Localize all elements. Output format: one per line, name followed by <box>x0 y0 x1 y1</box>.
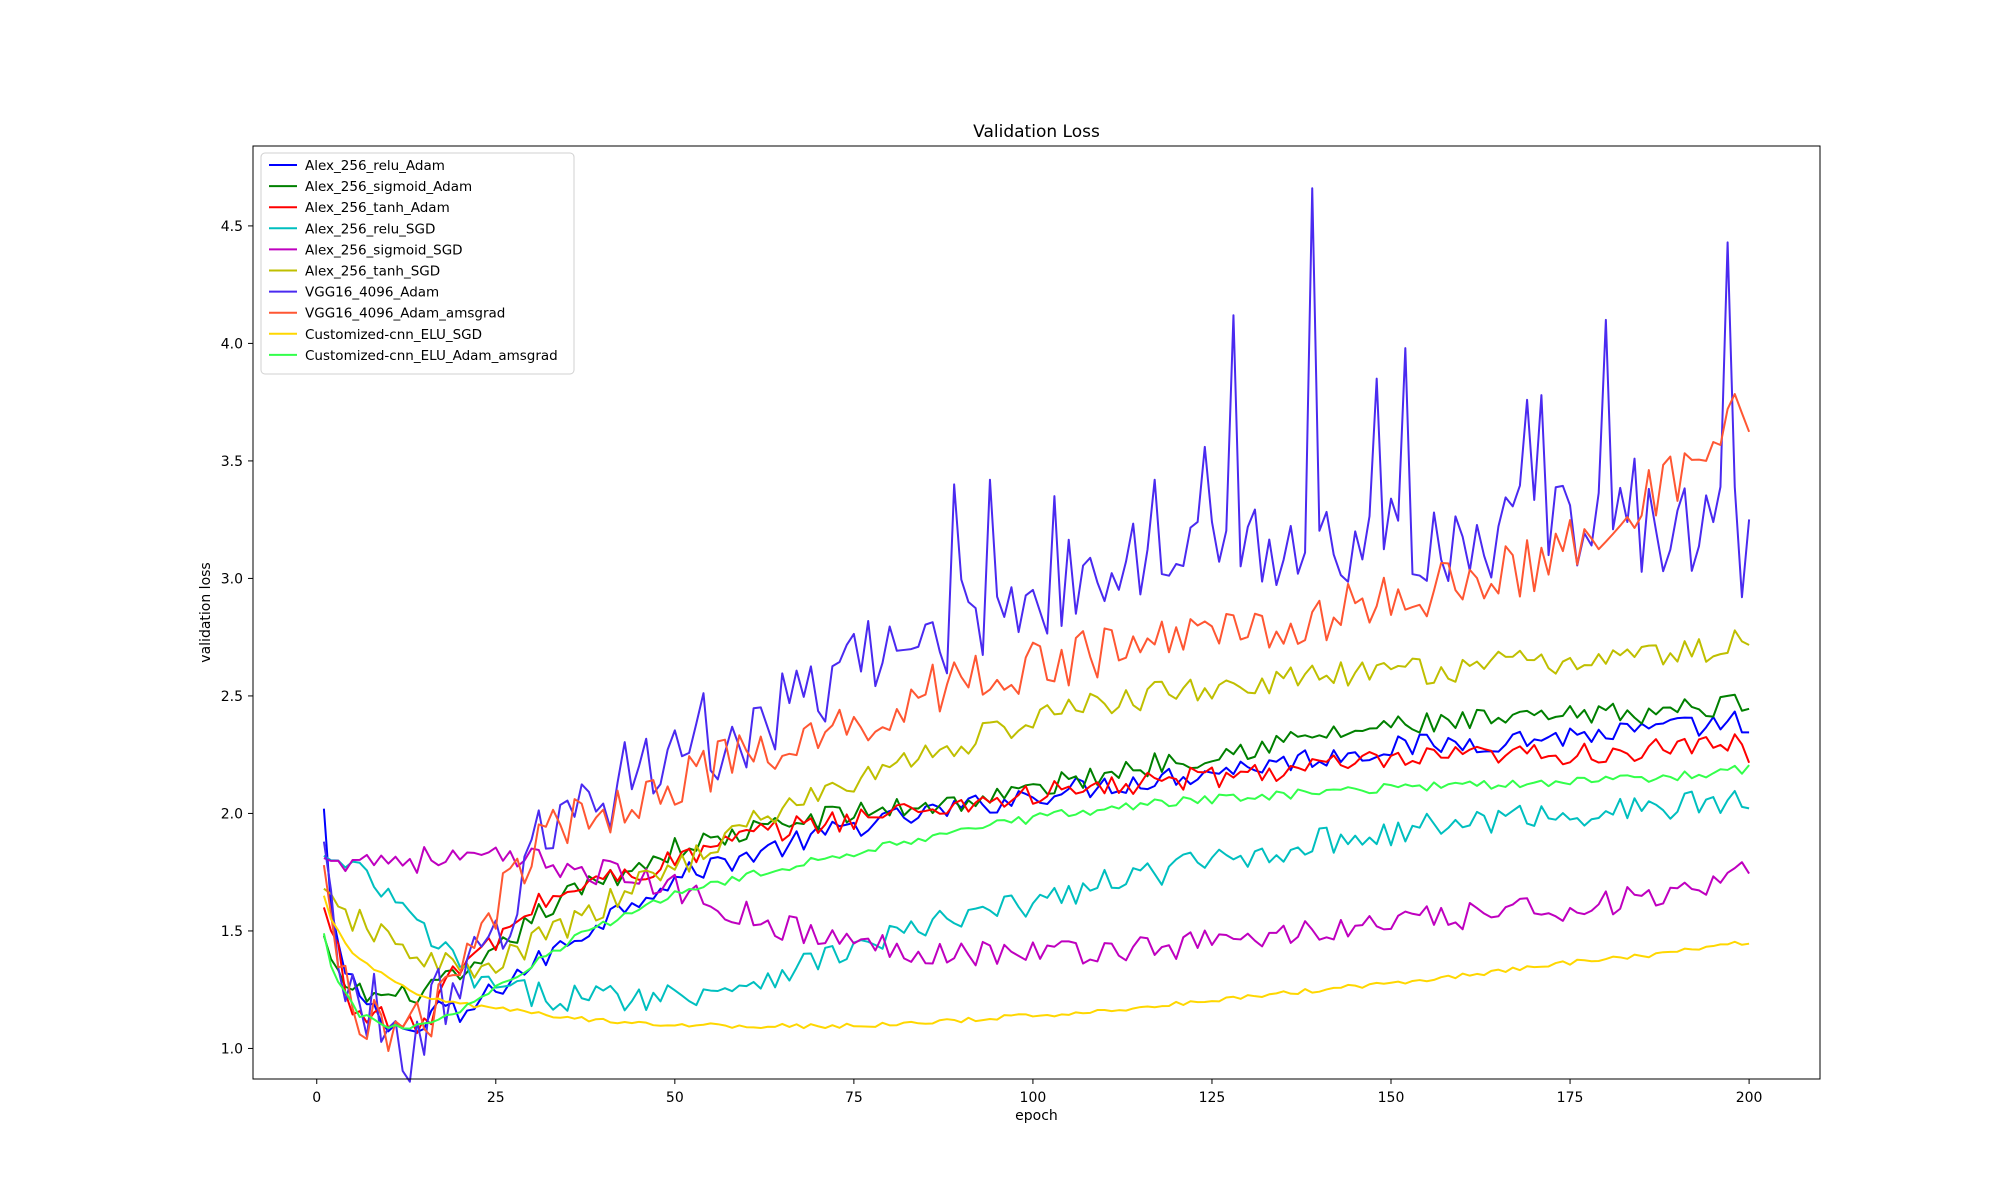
x-tick-label: 150 <box>1378 1090 1405 1106</box>
y-tick-label: 2.5 <box>221 689 243 705</box>
y-tick-label: 1.5 <box>221 924 243 940</box>
series-line <box>323 629 1750 979</box>
legend-label: Alex_256_sigmoid_Adam <box>305 179 472 195</box>
series-line <box>322 710 1750 1033</box>
x-tick-label: 75 <box>845 1090 863 1106</box>
y-tick-label: 4.5 <box>221 219 243 235</box>
series-line <box>322 187 1751 1083</box>
y-tick-label: 2.0 <box>221 806 243 822</box>
series-line <box>323 846 1750 967</box>
y-tick-label: 3.0 <box>221 571 243 587</box>
legend-box <box>260 152 575 375</box>
series-line <box>322 764 1750 1030</box>
x-tick-label: 0 <box>312 1090 321 1106</box>
legend-label: Alex_256_tanh_SGD <box>305 264 440 280</box>
series-line <box>322 733 1751 1035</box>
x-axis: 0 25 50 75 100 125 150 175 200 <box>312 1079 1762 1106</box>
series-line <box>322 393 1751 1053</box>
x-tick-label: 200 <box>1736 1090 1763 1106</box>
x-tick-label: 100 <box>1020 1090 1047 1106</box>
series-layer <box>322 187 1751 1083</box>
y-axis-label: validation loss <box>198 562 214 662</box>
y-tick-label: 3.5 <box>221 454 243 470</box>
plot-frame <box>252 145 1821 1080</box>
y-tick-label: 1.0 <box>221 1041 243 1057</box>
x-axis-label: epoch <box>1015 1108 1058 1124</box>
x-tick-label: 125 <box>1199 1090 1226 1106</box>
legend-label: Customized-cnn_ELU_SGD <box>305 327 482 343</box>
x-tick-label: 25 <box>487 1090 505 1106</box>
legend-label: VGG16_4096_Adam_amsgrad <box>305 306 505 322</box>
y-tick-label: 4.0 <box>221 336 243 352</box>
chart-title: Validation Loss <box>973 122 1100 142</box>
series-line <box>322 895 1750 1030</box>
series-line <box>323 789 1750 1012</box>
legend-label: Alex_256_relu_SGD <box>305 221 435 237</box>
legend-label: VGG16_4096_Adam <box>305 285 439 301</box>
legend-label: Customized-cnn_ELU_Adam_amsgrad <box>305 348 558 364</box>
x-tick-label: 175 <box>1557 1090 1584 1106</box>
legend: Alex_256_relu_Adam Alex_256_sigmoid_Adam A… <box>260 152 575 375</box>
x-tick-label: 50 <box>666 1090 684 1106</box>
legend-label: Alex_256_relu_Adam <box>305 158 445 174</box>
legend-label: Alex_256_tanh_Adam <box>305 200 450 216</box>
y-axis: 1.0 1.5 2.0 2.5 3.0 3.5 4.0 4.5 <box>221 219 253 1057</box>
legend-label: Alex_256_sigmoid_SGD <box>305 242 463 258</box>
